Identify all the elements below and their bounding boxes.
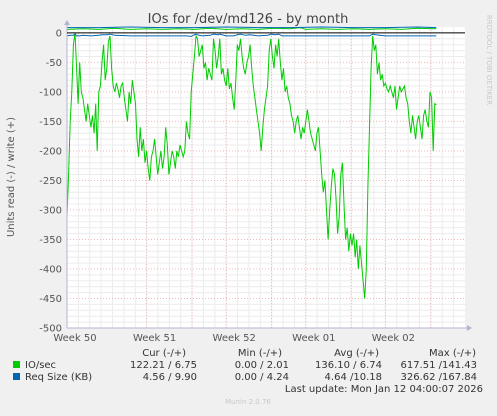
axes (64, 20, 472, 331)
x-tick-label: Week 50 (53, 333, 96, 344)
y-tick-label: -100 (39, 87, 62, 98)
legend-avg-iosec: 136.10 / 6.74 (315, 360, 382, 371)
series-line-1 (66, 33, 437, 37)
legend-cur-iosec: 122.21 / 6.75 (130, 360, 197, 371)
y-tick-label: 0 (56, 28, 62, 39)
x-tick-label: Week 51 (133, 333, 176, 344)
y-tick-label: -300 (39, 205, 62, 216)
series-line-3 (67, 26, 437, 29)
y-tick-label: -350 (39, 235, 62, 246)
legend-max-reqsize: 326.62 /167.84 (400, 372, 477, 383)
y-tick-label: -500 (39, 324, 62, 335)
series-group (66, 26, 437, 299)
legend-avg-reqsize: 4.64 /10.18 (325, 372, 382, 383)
y-axis-arrow (64, 20, 70, 25)
y-tick-label: -250 (39, 176, 62, 187)
legend-min-reqsize: 0.00 / 4.24 (235, 372, 289, 383)
x-tick-label: Week 52 (213, 333, 256, 344)
legend-swatch-reqsize (13, 373, 20, 380)
legend-swatch-iosec (13, 361, 20, 368)
x-axis-ticks: Week 50 Week 51 Week 52 Week 01 Week 02 (53, 333, 415, 344)
legend-header-avg: Avg (-/+) (334, 348, 379, 359)
y-tick-label: -450 (39, 294, 62, 305)
legend-header-min: Min (-/+) (238, 348, 282, 359)
plot-area (67, 27, 465, 328)
legend-header-cur: Cur (-/+) (142, 348, 186, 359)
y-tick-label: -50 (46, 58, 62, 69)
legend-header-max: Max (-/+) (429, 348, 476, 359)
y-axis-ticks: 0 -50 -100 -150 -200 -250 -300 -350 -400 -450 -500 (39, 28, 62, 334)
y-tick-label: -400 (39, 264, 62, 275)
x-tick-label: Week 01 (292, 333, 335, 344)
last-update: Last update: Mon Jan 12 04:00:07 2026 (285, 384, 483, 395)
legend-label-reqsize: Req Size (KB) (25, 372, 92, 383)
y-tick-label: -200 (39, 146, 62, 157)
chart-title: IOs for /dev/md126 - by month (148, 12, 349, 27)
legend-max-iosec: 617.51 /141.43 (400, 360, 477, 371)
x-tick-label: Week 02 (372, 333, 415, 344)
munin-version: Munin 2.0.76 (225, 398, 271, 406)
series-line-2 (66, 27, 437, 30)
legend-cur-reqsize: 4.56 / 9.90 (143, 372, 197, 383)
x-axis-arrow (467, 325, 472, 331)
legend-label-iosec: IO/sec (25, 360, 56, 371)
series-line-0 (66, 32, 437, 299)
y-tick-label: -150 (39, 117, 62, 128)
legend: Cur (-/+) Min (-/+) Avg (-/+) Max (-/+) … (13, 348, 483, 395)
y-axis-label: Units read (-) / write (+) (6, 117, 17, 237)
legend-min-iosec: 0.00 / 2.01 (235, 360, 289, 371)
side-label: RRDTOOL / TOBI OETIKER (485, 15, 493, 105)
grid (66, 27, 465, 329)
